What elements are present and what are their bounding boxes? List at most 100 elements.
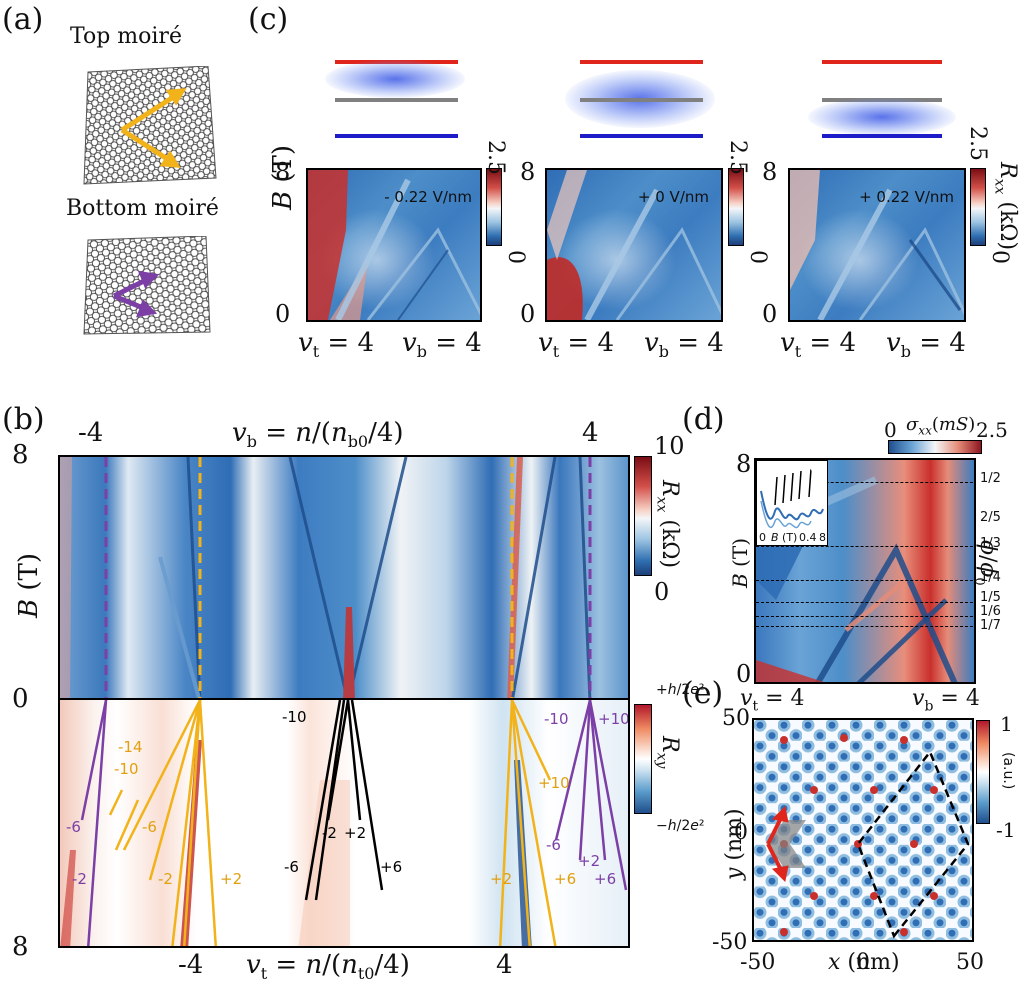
d-ylabel: B (T) [728,537,752,588]
c-cbar-min-1: 0 [503,250,528,264]
d-inset-xlabel: B (T) [771,531,798,544]
fan-label-gold: +6 [554,870,577,888]
b-top-axis-title: vb = n/(nb0/4) [232,418,404,452]
flux-line [756,626,974,627]
c-cbar-max-3: 2.5 [965,126,990,161]
b-rxx-cbar-max: 10 [654,432,685,460]
c-x-left-1: vt = 4 [298,328,374,362]
e-map [752,718,974,942]
fan-label-gold: +2 [220,870,243,888]
fan-label-purple: +10 [598,710,630,728]
e-ylabel: y (nm) [722,808,747,880]
d-right-label: ϕ/ϕ0 [971,540,1000,586]
b-rxy-colorbar [634,704,652,814]
c-colorbar-2 [728,168,744,246]
e-ytick-mid: 0 [734,820,748,845]
d-inset-x-right: 8 [819,531,826,544]
top-moire-title: Top moiré [70,24,182,49]
c-ytick-top-2: 8 [520,158,536,186]
panel-b-label: (b) [2,402,45,437]
b-rxx-cbar-min: 0 [654,578,670,606]
e-xtick-mid: 0 [856,950,870,975]
fan-label-black: +2 [344,824,367,842]
c-x-right-2: vb = 4 [644,328,724,362]
b-rxx-colorbar [634,456,652,576]
field-label: + 0 V/nm [637,188,709,206]
c-ytick-bottom: 0 [275,300,291,328]
c-cbar-min-2: 0 [745,250,770,264]
d-inset-y-bottom: 0.4 [799,531,817,544]
fan-label-gold: -2 [158,870,173,888]
bottom-moire-lattice [82,235,212,336]
e-xlabel: x (nm) [828,950,900,975]
flux-line [756,546,974,547]
b-ylabel: B (T) [14,552,44,618]
flux-fraction: 1/6 [980,604,1001,619]
c-x-right-3: vb = 4 [886,328,966,362]
top-layer-line [822,60,942,64]
bottom-layer-line [580,134,703,138]
fan-label-purple: -2 [72,870,87,888]
fan-label-purple: +2 [578,852,601,870]
panel-e-label: (e) [682,676,724,711]
d-inset-x-left: 0 [759,531,766,544]
top-layer-line [580,60,703,64]
d-cbar-label: σxx(mS) [906,414,976,438]
c-ytick-bottom-2: 0 [520,300,536,328]
flux-line [756,616,974,617]
e-xtick-left: -50 [740,950,776,975]
c-map-3: + 0.22 V/nm [788,168,966,322]
d-y-bottom: 0 [736,660,752,688]
b-rxy-label: Rxy [653,736,682,769]
d-cbar-max: 2.5 [976,418,1008,442]
d-colorbar [888,440,982,454]
c-map-1: - 0.22 V/nm [306,168,482,322]
flux-fraction: 2/5 [980,510,1001,525]
flux-line [756,602,974,603]
fan-label-purple: -10 [544,710,569,728]
fan-label-gold: +2 [490,870,513,888]
panel-c-label: (c) [248,2,289,37]
fan-label-gold: -6 [142,818,157,836]
fan-label-black: -10 [282,708,307,726]
e-ytick-top: 50 [722,706,750,731]
bottom-layer-line [822,134,942,138]
c-ytick-bottom-3: 0 [762,300,778,328]
e-cbar-label: (a.u.) [1000,752,1016,790]
fan-label-gold: +10 [538,774,570,792]
fan-label-black: +6 [380,858,403,876]
fan-label-gold: -14 [118,738,143,756]
panel-d-label: (d) [682,402,725,437]
b-bottom-tick-left: -4 [178,950,204,980]
c-cbar-max-2: 2.5 [725,140,750,175]
b-y-bottom: 8 [12,932,29,962]
fan-label-black: -2 [322,824,337,842]
fan-label-purple: -6 [546,836,561,854]
b-y-top: 8 [12,440,29,470]
flux-fraction: 1/3 [980,536,1001,551]
e-ytick-bottom: -50 [712,930,748,955]
c-colorbar-1 [486,168,502,246]
d-x-right: vb = 4 [912,686,980,715]
carrier-glow [808,98,956,136]
bottom-layer-line [335,134,458,138]
b-bottom-axis-title: vt = n/(nt0/4) [246,950,410,984]
b-rxy-cbar-max: +h/2e² [656,682,705,698]
middle-layer-line [335,98,458,102]
c-x-left-3: vt = 4 [780,328,856,362]
c-cbar-min-3: 0 [987,250,1012,264]
d-cbar-min: 0 [884,418,897,442]
b-bottom-tick-right: 4 [496,950,513,980]
e-colorbar [976,720,990,824]
top-moire-lattice [80,65,220,186]
field-label: - 0.22 V/nm [384,188,472,206]
b-rxx-features [60,457,592,698]
c-colorbar-3 [970,168,986,246]
c-cbar-label: Rxx (kΩ) [991,162,1020,251]
flux-line [756,482,974,483]
flux-line [756,580,974,581]
b-rxx-label: Rxx (kΩ) [653,480,682,569]
b-rxx-map [58,455,630,700]
b-top-tick-right: 4 [582,418,599,448]
c-map-2: + 0 V/nm [545,168,723,322]
